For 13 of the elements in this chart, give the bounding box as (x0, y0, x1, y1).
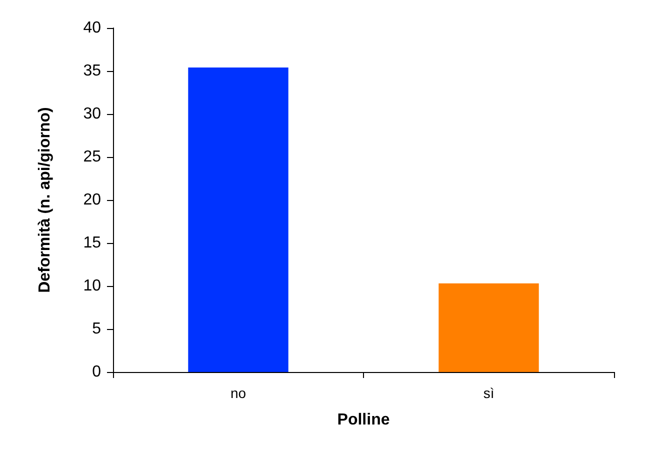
y-tick-label: 35 (83, 62, 102, 80)
y-tick-label: 40 (83, 20, 102, 36)
y-tick-label: 15 (83, 234, 102, 252)
x-tick-label: no (230, 385, 246, 401)
x-axis-title: Polline (337, 412, 390, 428)
y-tick-label: 10 (83, 278, 102, 294)
x-tick-label: sì (483, 385, 494, 401)
y-tick-label: 5 (92, 320, 102, 338)
y-tick-label: 20 (83, 192, 102, 208)
y-axis-title: Deformità (n. api/giorno) (36, 107, 54, 293)
y-tick-label: 30 (83, 106, 102, 122)
y-tick-label: 25 (83, 148, 102, 166)
y-tick-label: 0 (92, 364, 102, 380)
